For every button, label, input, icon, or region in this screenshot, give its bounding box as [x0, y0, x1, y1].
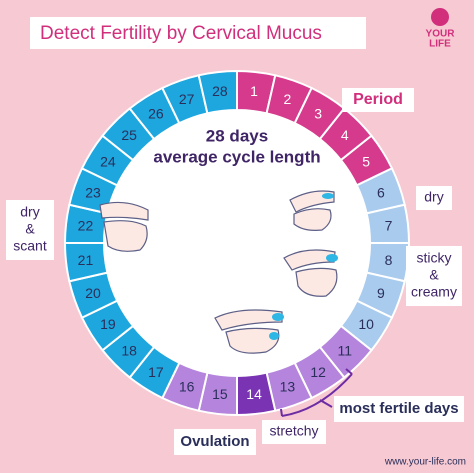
day-label: 18 — [121, 343, 137, 359]
callout-box — [334, 396, 464, 422]
callout-dry-scant: & — [25, 221, 35, 237]
day-label: 12 — [310, 364, 326, 380]
drop — [269, 332, 279, 340]
hand — [293, 208, 332, 231]
day-segment — [197, 69, 238, 115]
callout-most-fertile: most fertile days — [339, 400, 458, 417]
day-label: 5 — [362, 154, 370, 170]
drop — [322, 193, 334, 199]
center-text: average cycle length — [153, 147, 320, 166]
drop — [326, 254, 338, 262]
callout-sticky: creamy — [411, 284, 457, 300]
day-label: 13 — [280, 379, 296, 395]
day-label: 26 — [148, 106, 164, 122]
hand — [99, 201, 149, 221]
hand-illustrations — [99, 190, 338, 354]
logo-text: LIFE — [429, 39, 451, 50]
day-label: 25 — [121, 127, 137, 143]
callout-box — [416, 186, 452, 210]
hand — [225, 327, 280, 354]
callout-box — [342, 88, 414, 112]
day-label: 21 — [78, 252, 94, 268]
callout-box — [406, 246, 462, 306]
cycle-ring: 1 234567891011121314151617181920212223242… — [63, 69, 411, 417]
day-label: 2 — [283, 91, 291, 107]
day-label: 27 — [179, 91, 195, 107]
bracket-pointer — [319, 399, 333, 408]
fertile-bracket — [280, 368, 353, 417]
mucus-drops — [269, 193, 338, 340]
drop — [272, 313, 284, 321]
callout-dry: dry — [424, 189, 443, 205]
day-label: 9 — [377, 285, 385, 301]
hand — [103, 220, 148, 252]
title-box — [30, 17, 366, 49]
day-label: 6 — [377, 184, 385, 200]
callout-period: Period — [353, 91, 403, 108]
day-label: 14 — [246, 386, 262, 402]
day-label: 11 — [338, 343, 353, 359]
logo-text: YOUR — [426, 29, 456, 40]
website: www.your-life.com — [384, 457, 466, 468]
day-label: 19 — [100, 316, 116, 332]
day-label: 7 — [385, 218, 393, 234]
day-label: 17 — [148, 364, 164, 380]
day-label: 3 — [314, 106, 322, 122]
day-label: 24 — [100, 154, 116, 170]
callout-ovulation: Ovulation — [180, 433, 249, 450]
title: Detect Fertility by Cervical Mucus — [40, 23, 322, 44]
callout-sticky: & — [429, 267, 439, 283]
hand — [283, 249, 336, 271]
callout-sticky: sticky — [417, 250, 452, 266]
logo-icon — [431, 8, 449, 26]
day-label: 1 — [250, 83, 258, 99]
center-text: 28 days — [206, 126, 268, 145]
hand — [295, 267, 338, 297]
day-label: 4 — [341, 127, 349, 143]
logo: YOUR LIFE — [426, 8, 456, 50]
callout-dry-scant: scant — [13, 238, 47, 254]
ring-inner — [104, 110, 370, 376]
day-label: 15 — [212, 386, 228, 402]
day-label: 20 — [85, 285, 101, 301]
day-label: 8 — [385, 252, 393, 268]
callout-box — [262, 420, 326, 444]
callout-box — [174, 429, 256, 455]
callout-dry-scant: dry — [20, 204, 39, 220]
day-label: 22 — [78, 218, 94, 234]
day-label: 10 — [358, 316, 374, 332]
day-label: 28 — [212, 83, 228, 99]
day-label: 23 — [85, 184, 101, 200]
callout-box — [6, 200, 54, 260]
day-label: 16 — [179, 379, 195, 395]
callout-stretchy: stretchy — [269, 423, 318, 439]
